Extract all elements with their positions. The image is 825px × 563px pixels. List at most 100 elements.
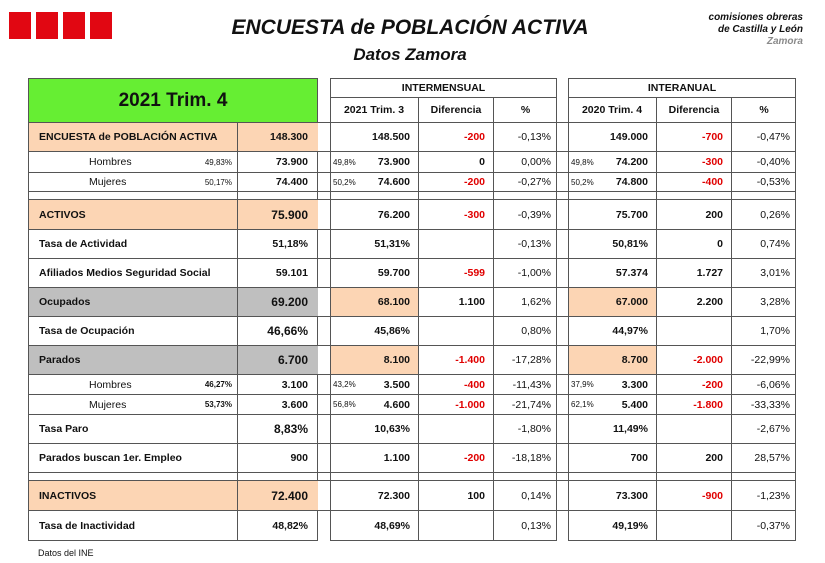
intermensual-table xyxy=(330,78,557,541)
pct-parados-hombres: -11,43% xyxy=(512,378,551,391)
row-value-hombres: 73.900 xyxy=(275,156,308,168)
pct-parados: -17,28% xyxy=(511,354,551,366)
pct2-inactivos: -1,23% xyxy=(756,489,790,502)
divider xyxy=(568,97,796,98)
pct2-epa: -0,47% xyxy=(756,131,790,143)
pct2-parados-mujeres: -33,33% xyxy=(750,398,790,411)
row-value-epa: 148.300 xyxy=(238,123,318,151)
row-label-parados-mujeres: Mujeres xyxy=(89,398,127,411)
prev-parados-mujeres: 4.600 xyxy=(383,398,410,411)
pct2-activos: 0,26% xyxy=(760,208,790,221)
divider xyxy=(28,122,796,123)
row-label-ocupados: Ocupados xyxy=(29,288,237,316)
divider xyxy=(237,122,238,541)
divider xyxy=(28,229,796,230)
pct-activos: -0,39% xyxy=(517,208,551,221)
row-label-tasa-paro: Tasa Paro xyxy=(39,423,89,435)
row-value-ocupados: 69.200 xyxy=(238,288,318,316)
diff2-parados-mujeres: -1.800 xyxy=(693,398,723,411)
row-label-epa: ENCUESTA de POBLACIÓN ACTIVA xyxy=(29,123,237,151)
year-inactivos: 73.300 xyxy=(615,489,648,502)
logo-letter-c1 xyxy=(9,12,31,39)
col-diff2: Diferencia xyxy=(668,104,720,116)
pct2-tasa-paro: -2,67% xyxy=(756,423,790,435)
pct2-afiliados: 3,01% xyxy=(760,267,790,279)
brand-line2: de Castilla y León xyxy=(717,24,803,35)
pct-afiliados: -1,00% xyxy=(517,267,551,279)
pct2-hombres: -0,40% xyxy=(756,156,790,168)
col-prev: 2021 Trim. 3 xyxy=(343,104,405,116)
pct-primer-empleo: -18,18% xyxy=(511,452,551,464)
pshare-mujeres: 50,2% xyxy=(333,177,356,187)
year-epa: 149.000 xyxy=(610,131,648,143)
prev-primer-empleo: 1.100 xyxy=(383,452,410,464)
year-parados-hombres: 3.300 xyxy=(621,378,648,391)
year-tasa-actividad: 50,81% xyxy=(612,238,648,250)
pct2-parados-hombres: -6,06% xyxy=(756,378,790,391)
year-tasa-paro: 11,49% xyxy=(612,423,648,435)
diff2-primer-empleo: 200 xyxy=(705,452,723,464)
pct-tasa-inactividad: 0,13% xyxy=(521,519,551,532)
diff2-tasa-actividad: 0 xyxy=(717,238,723,250)
row-value-parados-mujeres: 3.600 xyxy=(281,398,308,411)
divider xyxy=(28,394,796,395)
diff-hombres: 0 xyxy=(479,156,485,168)
divider xyxy=(731,98,732,541)
row-label-parados: Parados xyxy=(29,346,237,374)
pct-ocupados: 1,62% xyxy=(521,296,551,308)
prev-parados: 8.100 xyxy=(331,346,418,374)
pct2-mujeres: -0,53% xyxy=(756,176,790,188)
row-label-mujeres: Mujeres xyxy=(89,176,127,188)
col-year: 2020 Trim. 4 xyxy=(581,104,643,116)
intermensual-header: INTERMENSUAL xyxy=(401,82,486,94)
diff-parados: -1.400 xyxy=(455,354,485,366)
divider xyxy=(656,98,657,541)
pct2-parados: -22,99% xyxy=(750,354,790,366)
row-value-afiliados: 59.101 xyxy=(275,267,308,279)
pct-mujeres: -0,27% xyxy=(517,176,551,188)
divider xyxy=(28,510,796,511)
divider xyxy=(28,414,796,415)
divider xyxy=(28,316,796,317)
pshare-parados-mujeres: 56,8% xyxy=(333,400,356,409)
row-label-tasa-ocupacion: Tasa de Ocupación xyxy=(39,325,135,337)
pct-tasa-paro: -1,80% xyxy=(517,423,551,435)
brand-line1: comisiones obreras xyxy=(708,12,803,23)
diff2-mujeres: -400 xyxy=(701,176,723,188)
page-subtitle: Datos Zamora xyxy=(353,45,467,64)
row-label-activos: ACTIVOS xyxy=(29,200,237,229)
row-value-primer-empleo: 900 xyxy=(290,452,308,464)
diff2-activos: 200 xyxy=(705,208,723,221)
divider xyxy=(28,258,796,259)
pshare-hombres: 49,8% xyxy=(333,157,356,167)
diff2-afiliados: 1.727 xyxy=(696,267,723,279)
row-label-primer-empleo: Parados buscan 1er. Empleo xyxy=(39,452,182,464)
divider xyxy=(28,443,796,444)
row-label-tasa-actividad: Tasa de Actividad xyxy=(39,238,128,250)
page-title: ENCUESTA de POBLACIÓN ACTIVA xyxy=(231,16,589,39)
pct2-primer-empleo: 28,57% xyxy=(754,452,790,464)
row-value-inactivos: 72.400 xyxy=(238,481,318,510)
prev-parados-hombres: 3.500 xyxy=(383,378,410,391)
interanual-table xyxy=(568,78,796,541)
row-value-tasa-actividad: 51,18% xyxy=(272,238,308,250)
divider xyxy=(28,374,796,375)
diff-parados-hombres: -400 xyxy=(463,378,485,391)
col-pct: % xyxy=(520,104,531,116)
pct-epa: -0,13% xyxy=(517,131,551,143)
pshare-parados-hombres: 43,2% xyxy=(333,380,356,389)
diff2-inactivos: -900 xyxy=(701,489,723,502)
divider xyxy=(28,287,796,288)
year-mujeres: 74.800 xyxy=(615,176,648,188)
row-label-hombres: Hombres xyxy=(89,156,132,168)
pct2-tasa-actividad: 0,74% xyxy=(760,238,790,250)
brand-line3: Zamora xyxy=(766,36,803,47)
logo-letter-o2 xyxy=(90,12,112,39)
prev-activos: 76.200 xyxy=(377,208,410,221)
share-parados-hombres: 46,27% xyxy=(204,380,232,389)
row-value-tasa-ocupacion: 46,66% xyxy=(267,324,308,338)
pct-inactivos: 0,14% xyxy=(521,489,551,502)
yshare-hombres: 49,8% xyxy=(571,157,594,167)
prev-tasa-actividad: 51,31% xyxy=(374,238,410,250)
year-ocupados: 67.000 xyxy=(569,288,656,316)
